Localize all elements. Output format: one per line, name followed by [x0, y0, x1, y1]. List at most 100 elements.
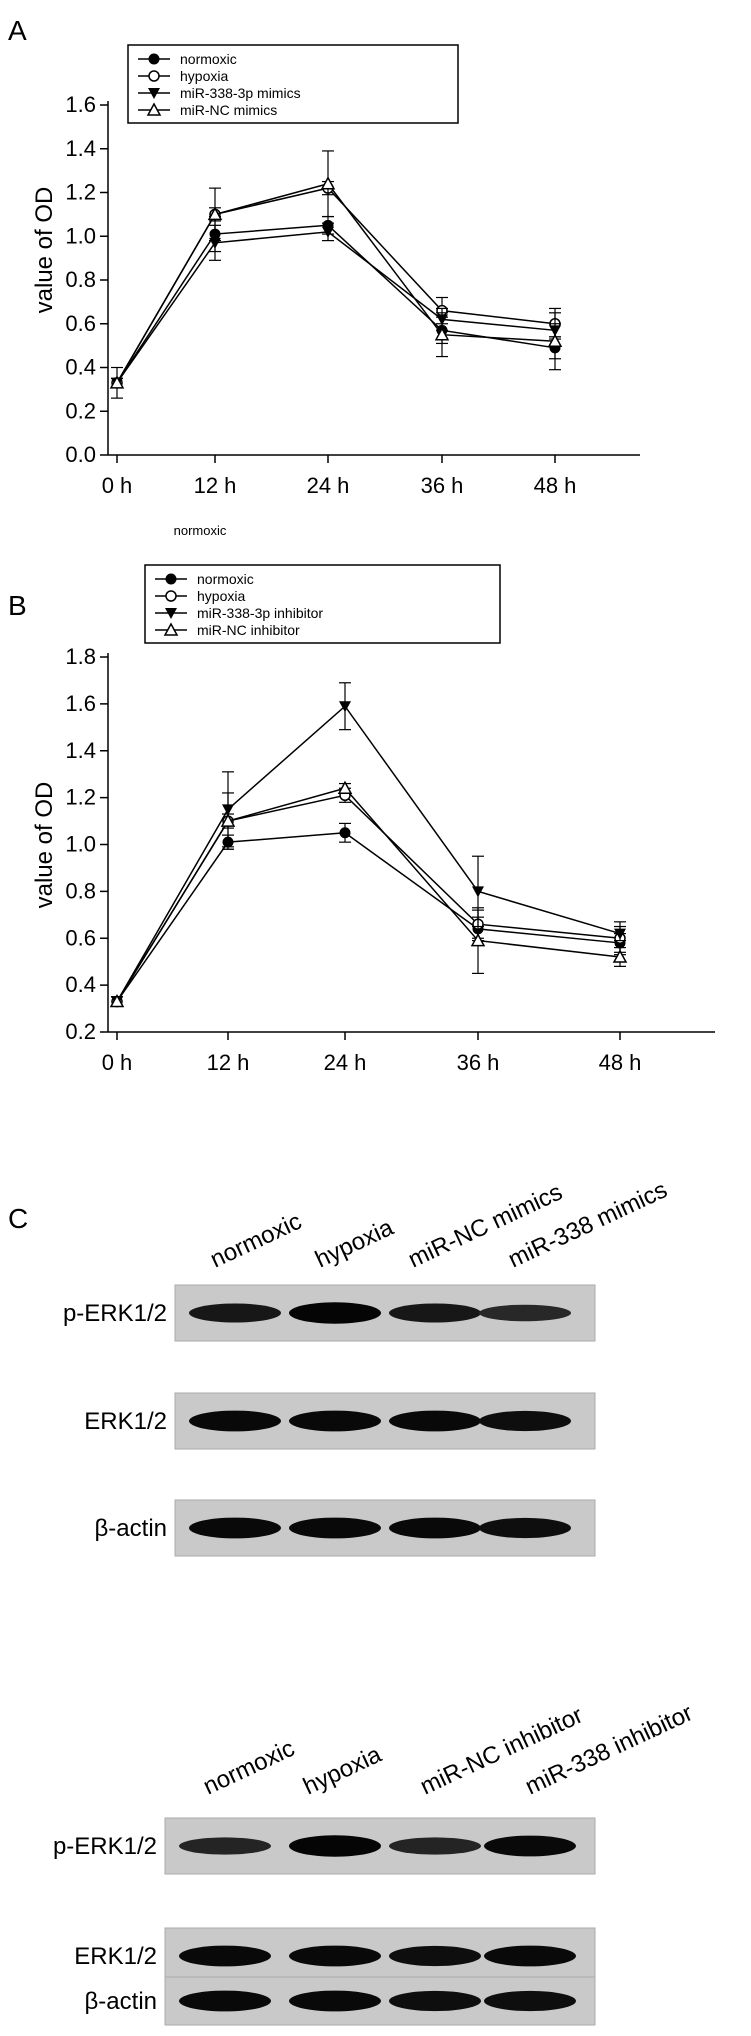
x-tick-label: 36 h — [457, 1050, 500, 1075]
blot-band — [484, 1990, 576, 2012]
y-tick-label: 1.6 — [65, 691, 96, 716]
x-tick-label: 36 h — [421, 473, 464, 498]
x-tick-label: 0 h — [102, 1050, 133, 1075]
blot-band — [479, 1517, 571, 1539]
blot-band — [189, 1517, 281, 1539]
series-line — [116, 231, 556, 384]
blot-band — [389, 1410, 481, 1432]
blot-band — [484, 1835, 576, 1857]
blot-band — [289, 1302, 381, 1324]
data-point — [547, 333, 563, 347]
series-line — [116, 224, 556, 384]
lane-label: normoxic — [206, 1208, 306, 1274]
data-point — [337, 780, 353, 794]
y-tick-label: 1.4 — [65, 738, 96, 763]
y-tick-label: 1.0 — [65, 832, 96, 857]
panel-label-a: A — [8, 15, 27, 46]
y-tick-label: 1.2 — [65, 180, 96, 205]
data-point — [109, 993, 125, 1008]
y-axis-label: value of OD — [31, 187, 58, 314]
y-axis-label: value of OD — [31, 782, 58, 909]
chart-a: value of OD normoxic 0.0 0.2 0.4 0.6 0.8 1.0 1… — [31, 44, 640, 538]
x-tick-label: 24 h — [307, 473, 350, 498]
y-tick-label: 0.2 — [65, 1019, 96, 1044]
x-tick-label: 12 h — [194, 473, 237, 498]
y-tick-label: 1.2 — [65, 785, 96, 810]
blot-row-label: β-actin — [95, 1515, 168, 1542]
data-point — [470, 933, 486, 947]
data-point — [339, 701, 351, 713]
x-tick-label: 0 h — [102, 473, 133, 498]
legend-label: hypoxia — [180, 68, 228, 84]
legend-label: miR-NC mimics — [180, 102, 277, 118]
y-tick-label: 1.6 — [65, 92, 96, 117]
blot-band — [289, 1945, 381, 1967]
data-point — [339, 827, 351, 839]
legend-marker — [148, 70, 160, 82]
series-line — [116, 794, 621, 1002]
blot-row-label: p-ERK1/2 — [63, 1300, 167, 1327]
legend-label: miR-338-3p mimics — [180, 85, 301, 101]
legend-box — [127, 44, 459, 124]
blot-band — [289, 1990, 381, 2012]
lane-label: hypoxia — [311, 1214, 398, 1274]
y-tick-label: 0.8 — [65, 878, 96, 903]
blot-band — [389, 1517, 481, 1539]
legend-label: normoxic — [197, 571, 254, 587]
y-tick-label: 1.0 — [65, 223, 96, 248]
blot-band — [389, 1837, 481, 1855]
blot-row-label: ERK1/2 — [84, 1408, 167, 1435]
blot-row-label: β-actin — [85, 1988, 158, 2015]
series-line — [116, 187, 556, 384]
blot-band — [189, 1303, 281, 1323]
series-line — [116, 832, 621, 1002]
y-tick-label: 0.6 — [65, 925, 96, 950]
legend-label: miR-338-3p inhibitor — [197, 605, 323, 621]
x-tick-label: 24 h — [324, 1050, 367, 1075]
blot-band — [289, 1410, 381, 1432]
y-tick-label: 0.6 — [65, 311, 96, 336]
data-point — [612, 949, 628, 963]
series-line — [116, 787, 621, 1002]
blot-row-label: ERK1/2 — [74, 1943, 157, 1970]
legend-marker — [146, 102, 162, 116]
chart-b: value of OD 0.2 0.4 0.6 0.8 1.0 1.2 1.4 1.6 1.8 0… — [31, 564, 715, 1075]
y-tick-label: 0.2 — [65, 398, 96, 423]
blot-row-label: p-ERK1/2 — [53, 1833, 157, 1860]
legend-label: miR-NC inhibitor — [197, 622, 300, 638]
panel-label-b: B — [8, 590, 27, 621]
legend-marker — [163, 622, 179, 636]
x-tick-label: 12 h — [207, 1050, 250, 1075]
panel-label-c: C — [8, 1203, 28, 1234]
chart-note: normoxic — [174, 523, 227, 538]
y-tick-label: 0.0 — [65, 442, 96, 467]
y-tick-label: 0.8 — [65, 267, 96, 292]
data-point — [614, 928, 626, 940]
data-point — [320, 176, 336, 190]
blot-band — [389, 1303, 481, 1323]
blot-band — [479, 1304, 571, 1322]
blot-band — [189, 1410, 281, 1432]
data-point — [322, 226, 334, 238]
blot-band — [289, 1835, 381, 1857]
lane-label: normoxic — [199, 1735, 299, 1801]
legend-marker — [148, 53, 160, 65]
data-point — [434, 327, 450, 341]
legend-marker — [165, 590, 177, 602]
blot-band — [479, 1410, 571, 1432]
series-line — [116, 705, 621, 1002]
data-point — [472, 886, 484, 898]
blot-band — [389, 1990, 481, 2012]
data-point — [209, 237, 221, 249]
blot-band — [484, 1945, 576, 1967]
data-point — [220, 813, 236, 827]
legend-marker — [165, 608, 177, 619]
data-point — [207, 206, 223, 221]
x-tick-label: 48 h — [534, 473, 577, 498]
legend-box — [144, 564, 501, 644]
legend-marker — [148, 88, 160, 99]
blot-band — [179, 1837, 271, 1855]
blot-band — [289, 1517, 381, 1539]
